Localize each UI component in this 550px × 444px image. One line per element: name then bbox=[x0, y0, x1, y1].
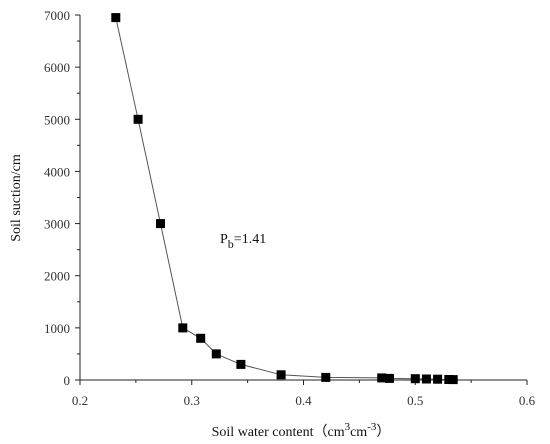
y-tick-label: 2000 bbox=[44, 269, 70, 284]
y-axis-title: Soil suction/cm bbox=[9, 154, 24, 242]
x-tick-label: 0.4 bbox=[295, 393, 312, 408]
data-point bbox=[236, 359, 246, 369]
x-tick-label: 0.6 bbox=[519, 393, 536, 408]
data-point bbox=[178, 323, 188, 333]
x-title-c: ） bbox=[376, 424, 390, 440]
y-ticks: 0 1000 2000 3000 4000 5000 6000 7000 bbox=[44, 8, 80, 388]
x-tick-label: 0.2 bbox=[72, 393, 88, 408]
y-tick-label: 1000 bbox=[44, 321, 70, 336]
pb-annotation: Pb=1.41 bbox=[220, 232, 266, 251]
data-point bbox=[377, 373, 387, 383]
x-tick-label: 0.3 bbox=[184, 393, 200, 408]
y-tick-label: 3000 bbox=[44, 217, 70, 232]
data-point bbox=[321, 372, 331, 382]
x-title-b: cm bbox=[350, 425, 367, 440]
data-point bbox=[385, 373, 394, 383]
data-point bbox=[433, 374, 443, 384]
data-point bbox=[111, 13, 121, 23]
data-point bbox=[211, 349, 221, 359]
data-point bbox=[421, 374, 431, 384]
x-title-sup1: 3 bbox=[345, 421, 351, 433]
data-point bbox=[156, 219, 165, 229]
y-tick-label: 6000 bbox=[44, 60, 70, 75]
series-line bbox=[115, 17, 454, 381]
data-point bbox=[196, 333, 206, 343]
pb-annotation-rest: =1.41 bbox=[234, 232, 266, 247]
x-title-a: Soil water content（cm bbox=[212, 424, 345, 440]
pb-annotation-sub: b bbox=[228, 237, 234, 251]
data-point bbox=[448, 375, 458, 385]
data-point bbox=[276, 370, 286, 380]
x-axis-title: Soil water content（cm3cm-3） bbox=[212, 421, 391, 440]
data-point bbox=[410, 374, 420, 384]
y-tick-label: 4000 bbox=[44, 164, 70, 179]
x-title-sup2: -3 bbox=[367, 421, 377, 433]
x-tick-label: 0.5 bbox=[407, 393, 423, 408]
y-tick-label: 0 bbox=[64, 373, 71, 388]
pb-annotation-main: P bbox=[220, 232, 228, 247]
data-point bbox=[133, 114, 143, 124]
y-tick-label: 7000 bbox=[44, 8, 70, 23]
series-markers bbox=[111, 13, 458, 385]
x-ticks: 0.2 0.3 0.4 0.5 0.6 bbox=[72, 380, 536, 408]
y-tick-label: 5000 bbox=[44, 112, 70, 127]
plot-area: 0.2 0.3 0.4 0.5 0.6 0 1000 2000 3000 4000 5000 600… bbox=[44, 8, 536, 408]
